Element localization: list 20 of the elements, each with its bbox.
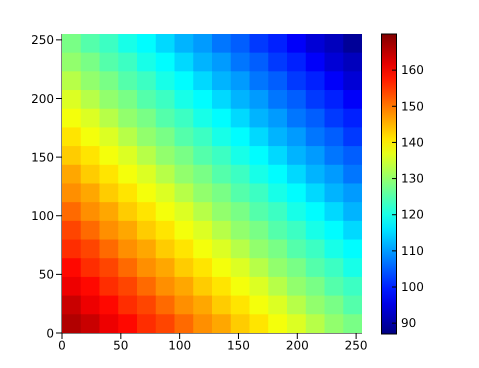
x-tick-label: 100 [168,338,192,353]
x-tick-label: 150 [227,338,250,353]
color-bar-label: 130 [401,172,424,186]
color-bar-label: 120 [401,208,424,222]
color-bar-label: 110 [401,244,424,258]
color-bar-label: 160 [401,63,424,78]
y-tick-label: 250 [31,33,54,48]
y-tick-label: 0 [46,326,54,340]
y-tick-label: 200 [31,92,54,106]
y-tick-label: 50 [38,268,54,282]
x-tick-label: 0 [58,338,66,353]
x-tick-label: 250 [344,338,368,353]
color-bar-label: 100 [401,280,424,294]
x-tick-label: 50 [113,338,128,353]
y-tick-label: 150 [31,150,54,164]
color-bar-label: 140 [401,135,424,150]
color-bar-label: 90 [401,316,416,330]
color-bar-label: 150 [401,99,424,114]
y-tick-label: 100 [31,209,54,224]
x-tick-label: 200 [286,338,309,353]
